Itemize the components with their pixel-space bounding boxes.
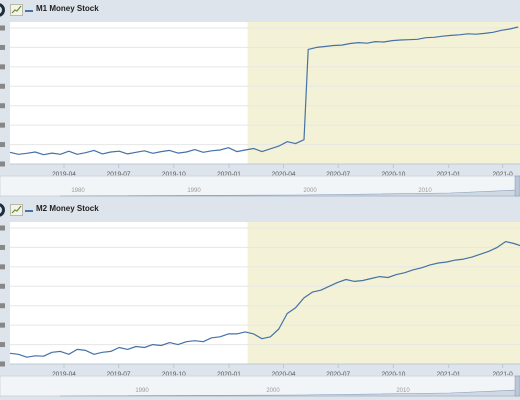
m2-chart-svg: 2019-04 2019-07 2019-10 2020-01 2020-04 2020-… bbox=[0, 222, 520, 397]
m1-navigator-series bbox=[59, 189, 519, 197]
m1-chart-svg: 2019-04 2019-07 2019-10 2020-01 2020-04 2020-… bbox=[0, 22, 520, 197]
m1-x-tick-label: 2019-07 bbox=[107, 171, 131, 178]
m2-legend-label[interactable]: M2 Money Stock bbox=[36, 204, 99, 213]
m1-legend-swatch bbox=[25, 10, 33, 12]
chart-thumbnail-icon[interactable] bbox=[10, 4, 23, 16]
m2-y-tick-mark bbox=[0, 342, 5, 348]
m1-x-tick-label: 2020-01 bbox=[217, 171, 241, 178]
m1-navigator-label: 1980 bbox=[71, 188, 85, 194]
m2-x-tick-label: 2021-01 bbox=[437, 371, 461, 378]
m2-x-tick-label: 2020-01 bbox=[217, 371, 241, 378]
m1-x-tick-label: 2019-04 bbox=[52, 171, 76, 178]
m1-navigator-label: 2000 bbox=[303, 188, 317, 194]
m1-y-tick-mark bbox=[0, 64, 5, 70]
m2-x-tick-label: 2021-0 bbox=[492, 371, 513, 378]
m1-x-tick-label: 2020-10 bbox=[381, 171, 405, 178]
m2-y-tick-mark bbox=[0, 244, 5, 250]
m1-y-tick-mark bbox=[0, 83, 5, 89]
m2-x-tick-label: 2019-10 bbox=[162, 371, 186, 378]
m2-y-tick-mark bbox=[0, 283, 5, 289]
m1-y-tick-mark bbox=[0, 122, 5, 128]
chart-thumbnail-icon[interactable] bbox=[10, 204, 23, 216]
m2-x-tick-label: 2020-07 bbox=[326, 371, 350, 378]
m2-x-tick-label: 2020-04 bbox=[272, 371, 296, 378]
m2-x-tick-label: 2019-07 bbox=[107, 371, 131, 378]
m1-series-line bbox=[9, 26, 519, 156]
m2-recession-band bbox=[247, 222, 520, 364]
m1-x-tick-label: 2020-04 bbox=[272, 171, 296, 178]
m1-y-tick-mark bbox=[0, 142, 5, 148]
m2-y-tick-mark bbox=[0, 361, 5, 367]
m2-navigator-label: 1990 bbox=[135, 388, 149, 394]
m1-chart-panel: M1 Money Stock 2019-04 2019-07 2019-10 2020… bbox=[0, 0, 520, 198]
m2-y-tick-mark bbox=[0, 225, 5, 231]
m1-y-tick-mark bbox=[0, 103, 5, 109]
m1-y-tick-mark bbox=[0, 161, 5, 167]
m1-x-tick-label: 2021-01 bbox=[437, 171, 461, 178]
m2-chart-header: M2 Money Stock bbox=[0, 200, 520, 222]
m1-chart-header: M1 Money Stock bbox=[0, 0, 520, 22]
m2-navigator-label: 2010 bbox=[396, 388, 410, 394]
m2-x-tick-label: 2019-04 bbox=[52, 371, 76, 378]
m1-x-tick-label: 2019-10 bbox=[162, 171, 186, 178]
m1-y-tick-mark bbox=[0, 44, 5, 50]
m1-navigator-handle bbox=[514, 175, 520, 197]
m2-x-tick-label: 2020-10 bbox=[381, 371, 405, 378]
m1-x-tick-label: 2021-0 bbox=[492, 171, 513, 178]
m1-x-tick-label: 2020-07 bbox=[326, 171, 350, 178]
m2-series-line bbox=[9, 240, 520, 358]
m2-legend-swatch bbox=[25, 210, 33, 212]
m1-recession-band bbox=[247, 22, 520, 164]
m2-y-tick-mark bbox=[0, 322, 5, 328]
m2-navigator-label: 2000 bbox=[266, 388, 280, 394]
m1-navigator-label: 1990 bbox=[187, 188, 201, 194]
m2-navigator-handle bbox=[514, 375, 520, 397]
m2-navigator-series bbox=[59, 389, 519, 397]
m2-y-tick-mark bbox=[0, 264, 5, 270]
m1-legend-label[interactable]: M1 Money Stock bbox=[36, 4, 99, 13]
m1-y-tick-mark bbox=[0, 25, 5, 31]
m2-chart-panel: M2 Money Stock 2019-04 2019-07 2019-10 2020… bbox=[0, 200, 520, 398]
m1-navigator-label: 2010 bbox=[418, 188, 432, 194]
m2-y-tick-mark bbox=[0, 303, 5, 309]
